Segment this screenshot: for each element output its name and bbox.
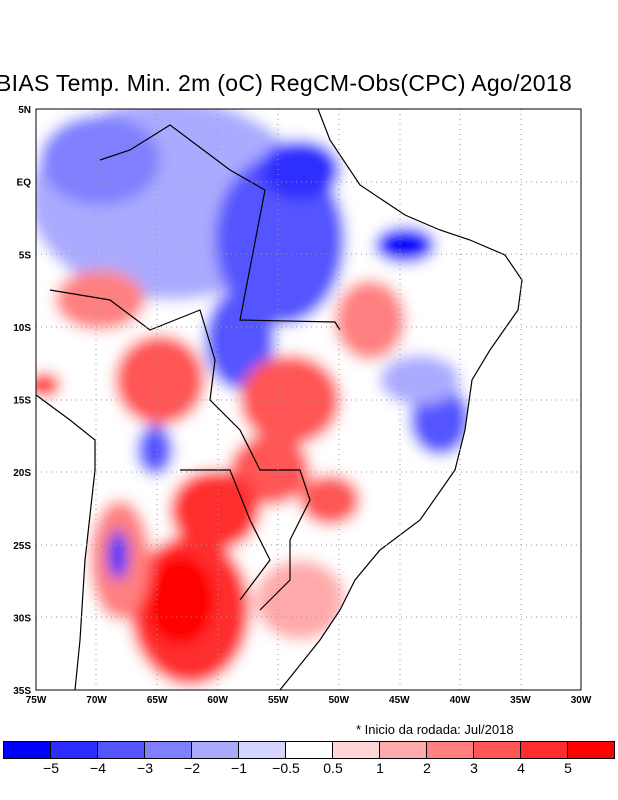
lon-tick-label: 55W (268, 695, 289, 706)
bias-field (36, 109, 522, 690)
lat-tick-label: 35S (13, 686, 31, 697)
colorbar-swatch (4, 742, 51, 758)
lat-tick-label: 15S (13, 396, 31, 407)
lon-tick-label: 50W (328, 695, 349, 706)
colorbar-level-label: 4 (517, 760, 525, 776)
lat-tick-label: EQ (17, 178, 32, 189)
colorbar-level-label: −2 (184, 760, 200, 776)
lon-tick-label: 75W (26, 695, 47, 706)
colorbar-swatch (98, 742, 145, 758)
lon-tick-label: 65W (147, 695, 168, 706)
lon-tick-label: 35W (510, 695, 531, 706)
colorbar-level-label: −3 (137, 760, 153, 776)
lat-tick-label: 10S (13, 323, 31, 334)
run-start-note: * Inicio da rodada: Jul/2018 (356, 722, 514, 737)
colorbar-swatch (286, 742, 333, 758)
colorbar-labels: −5 −4 −3 −2 −1 −0.5 0.5 1 2 3 4 5 (0, 760, 618, 780)
colorbar-level-label: 1 (376, 760, 384, 776)
colorbar-swatch (474, 742, 521, 758)
colorbar-swatch (145, 742, 192, 758)
colorbar-level-label: −5 (43, 760, 59, 776)
colorbar-level-label: 5 (564, 760, 572, 776)
colorbar-swatch (51, 742, 98, 758)
map-frame (35, 108, 582, 691)
colorbar-swatch (568, 742, 614, 758)
colorbar-swatch (239, 742, 286, 758)
lon-tick-label: 70W (86, 695, 107, 706)
lon-tick-label: 30W (571, 695, 592, 706)
colorbar-swatch (521, 742, 568, 758)
map-title: BIAS Temp. Min. 2m (oC) RegCM-Obs(CPC) A… (0, 70, 573, 96)
coastline-borders (36, 109, 523, 690)
lat-tick-label: 20S (13, 468, 31, 479)
colorbar-level-label: −1 (231, 760, 247, 776)
colorbar-level-label: 2 (423, 760, 431, 776)
lon-tick-label: 60W (207, 695, 228, 706)
colorbar-swatch (192, 742, 239, 758)
lon-tick-label: 40W (450, 695, 471, 706)
colorbar-level-label: 3 (470, 760, 478, 776)
lat-tick-label: 30S (13, 613, 31, 624)
colorbar (3, 741, 615, 759)
lat-tick-label: 5N (18, 105, 31, 116)
lat-tick-label: 5S (19, 250, 32, 261)
colorbar-level-label: 0.5 (323, 760, 343, 776)
colorbar-level-label: −0.5 (272, 760, 300, 776)
lat-tick-label: 25S (13, 541, 31, 552)
colorbar-level-label: −4 (90, 760, 106, 776)
colorbar-swatch (333, 742, 380, 758)
colorbar-swatch (380, 742, 427, 758)
gridlines (36, 109, 581, 690)
colorbar-swatch (427, 742, 474, 758)
lon-tick-label: 45W (389, 695, 410, 706)
